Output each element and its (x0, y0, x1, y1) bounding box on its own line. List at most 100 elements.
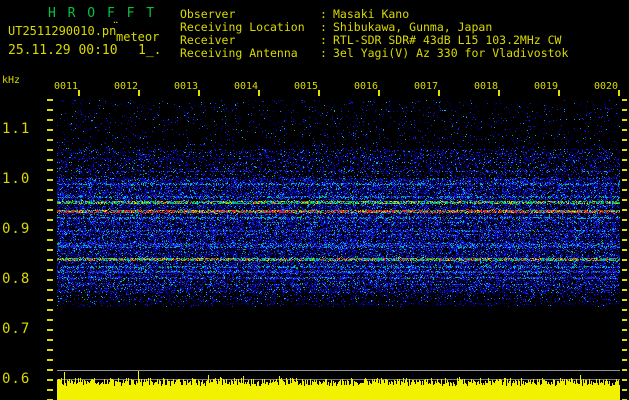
y-axis-minor-tick-right (622, 99, 627, 101)
y-axis-minor-tick (47, 159, 53, 161)
y-axis-minor-tick (47, 329, 53, 331)
x-axis-tick (138, 90, 140, 96)
noise-power-graph-canvas (57, 362, 620, 400)
x-axis-time-label: 0020 (594, 81, 619, 92)
x-axis-time-label: 0012 (114, 81, 139, 92)
y-axis-minor-tick (47, 379, 53, 381)
y-axis-minor-tick-right (622, 139, 627, 141)
y-axis-minor-tick-right (622, 379, 627, 381)
y-axis-minor-tick-right (622, 229, 627, 231)
info-label-receiver: Receiver (180, 33, 236, 47)
x-axis-tick (498, 90, 500, 96)
y-axis-label: 0.8 (2, 271, 31, 287)
y-axis-minor-tick (47, 279, 53, 281)
y-axis-minor-tick-right (622, 259, 627, 261)
x-axis-tick (258, 90, 260, 96)
minute-marker: 1_. (138, 43, 162, 58)
y-axis-label: 0.7 (2, 321, 31, 337)
x-axis-time-label: 0014 (234, 81, 259, 92)
y-axis-minor-tick (47, 359, 53, 361)
y-axis-minor-tick-right (622, 329, 627, 331)
y-axis-minor-tick (47, 259, 53, 261)
y-axis-minor-tick (47, 179, 53, 181)
y-axis-minor-tick-right (622, 159, 627, 161)
y-axis-minor-tick-right (622, 249, 627, 251)
y-axis-minor-tick-right (622, 269, 627, 271)
y-axis-minor-tick (47, 389, 53, 391)
y-axis-minor-tick-right (622, 209, 627, 211)
x-axis-tick (618, 90, 620, 96)
info-value-receiver: RTL-SDR SDR# 43dB L15 103.2MHz CW (333, 33, 562, 47)
x-axis-tick (438, 90, 440, 96)
x-axis-time-label: 0016 (354, 81, 379, 92)
x-axis-time-label: 0017 (414, 81, 439, 92)
y-axis-minor-tick (47, 139, 53, 141)
x-axis-time-label: 0011 (54, 81, 79, 92)
y-axis-minor-tick (47, 249, 53, 251)
y-axis-minor-tick-right (622, 219, 627, 221)
y-axis-minor-tick-right (622, 189, 627, 191)
y-axis-minor-tick-right (622, 149, 627, 151)
spectrogram-canvas (57, 98, 620, 308)
y-axis-minor-tick-right (622, 359, 627, 361)
y-axis-minor-tick-right (622, 309, 627, 311)
y-axis-minor-tick-right (622, 349, 627, 351)
y-axis-minor-tick-right (622, 169, 627, 171)
y-axis-minor-tick (47, 229, 53, 231)
y-axis-minor-tick-right (622, 109, 627, 111)
y-axis-minor-tick (47, 199, 53, 201)
y-axis-minor-tick (47, 99, 53, 101)
info-label-observer: Observer (180, 7, 236, 21)
y-axis-minor-tick (47, 219, 53, 221)
y-axis-minor-tick (47, 309, 53, 311)
y-axis-unit-label: kHz (2, 75, 21, 86)
output-filename: UT2511290010.pn (8, 24, 117, 38)
y-axis-label: 0.6 (2, 371, 31, 387)
y-axis-minor-tick (47, 349, 53, 351)
filename-overlap-marks: ¨ (112, 20, 120, 34)
y-axis-minor-tick-right (622, 199, 627, 201)
y-axis-minor-tick-right (622, 279, 627, 281)
app-title: H R O F F T (48, 6, 157, 21)
y-axis-minor-tick (47, 109, 53, 111)
info-value-observer: Masaki Kano (333, 7, 410, 21)
y-axis-minor-tick (47, 149, 53, 151)
y-axis-label: 1.1 (2, 121, 31, 137)
info-colon: : (320, 33, 327, 47)
y-axis-minor-tick-right (622, 369, 627, 371)
y-axis-minor-tick-right (622, 129, 627, 131)
y-axis-minor-tick (47, 169, 53, 171)
y-axis-minor-tick-right (622, 119, 627, 121)
y-axis-minor-tick-right (622, 289, 627, 291)
y-axis-minor-tick (47, 129, 53, 131)
info-colon: : (320, 20, 327, 34)
y-axis-minor-tick (47, 299, 53, 301)
y-axis-minor-tick (47, 239, 53, 241)
x-axis-tick (198, 90, 200, 96)
y-axis-minor-tick (47, 189, 53, 191)
info-label-location: Receiving Location (180, 20, 305, 34)
y-axis-minor-tick (47, 119, 53, 121)
y-axis-minor-tick-right (622, 179, 627, 181)
y-axis-minor-tick (47, 209, 53, 211)
y-axis-minor-tick (47, 319, 53, 321)
y-axis-minor-tick (47, 289, 53, 291)
observation-tag: meteor (116, 30, 160, 44)
x-axis-tick (318, 90, 320, 96)
info-value-location: Shibukawa, Gunma, Japan (333, 20, 493, 34)
y-axis-minor-tick (47, 339, 53, 341)
x-axis-tick (378, 90, 380, 96)
y-axis-label: 1.0 (2, 171, 31, 187)
info-colon: : (320, 7, 327, 21)
y-axis-label: 0.9 (2, 221, 31, 237)
x-axis-time-label: 0019 (534, 81, 559, 92)
x-axis-time-label: 0018 (474, 81, 499, 92)
x-axis-tick (558, 90, 560, 96)
x-axis-time-label: 0013 (174, 81, 199, 92)
y-axis-minor-tick-right (622, 389, 627, 391)
datetime-label: 25.11.29 00:10 (8, 43, 118, 58)
x-axis-tick (78, 90, 80, 96)
info-value-antenna: 3el Yagi(V) Az 330 for Vladivostok (333, 46, 569, 60)
info-colon: : (320, 46, 327, 60)
